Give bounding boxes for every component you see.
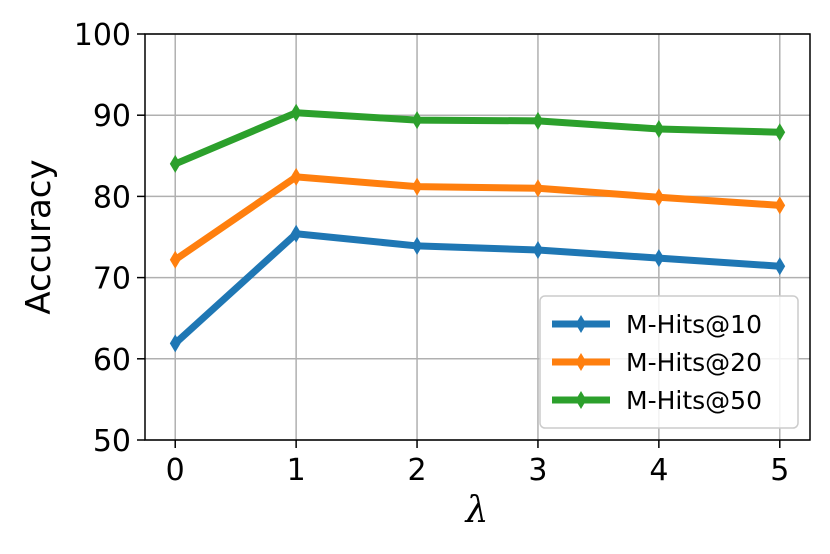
series-line (173, 109, 780, 168)
marker (290, 167, 302, 186)
series-line (172, 230, 781, 346)
marker (290, 224, 302, 243)
marker (169, 250, 181, 269)
x-tick-label: 0 (166, 453, 185, 488)
marker (411, 111, 423, 130)
marker (774, 123, 786, 142)
marker (411, 236, 423, 255)
x-axis-label: λ (464, 490, 489, 531)
y-tick-label: 100 (74, 18, 131, 53)
y-tick-label: 60 (93, 343, 131, 378)
marker (653, 188, 665, 207)
legend-label: M-Hits@20 (626, 348, 762, 377)
y-axis-label: Accuracy (19, 159, 59, 314)
legend-marker (575, 391, 587, 409)
series-line (173, 173, 781, 263)
marker (169, 334, 181, 353)
y-tick-label: 50 (93, 424, 131, 459)
marker (774, 257, 786, 276)
x-tick-label: 5 (770, 453, 789, 488)
legend-box (539, 295, 799, 429)
marker (532, 111, 544, 130)
legend-marker (575, 353, 587, 371)
x-tick-label: 3 (528, 453, 547, 488)
y-tick-label: 90 (93, 99, 131, 134)
legend-label: M-Hits@50 (626, 386, 762, 415)
y-tick-label: 70 (93, 262, 131, 297)
marker (290, 103, 302, 122)
x-tick-label: 2 (407, 453, 426, 488)
marker (532, 240, 544, 259)
legend-marker (575, 315, 587, 333)
legend-label: M-Hits@10 (626, 310, 762, 339)
marker (411, 177, 423, 196)
marker (653, 120, 665, 139)
marker (532, 179, 544, 198)
marker (774, 196, 786, 215)
plot-frame (144, 33, 811, 441)
x-tick-label: 4 (649, 453, 668, 488)
marker (653, 249, 665, 268)
x-tick-label: 1 (287, 453, 306, 488)
marker (169, 154, 181, 173)
y-tick-label: 80 (93, 180, 131, 215)
